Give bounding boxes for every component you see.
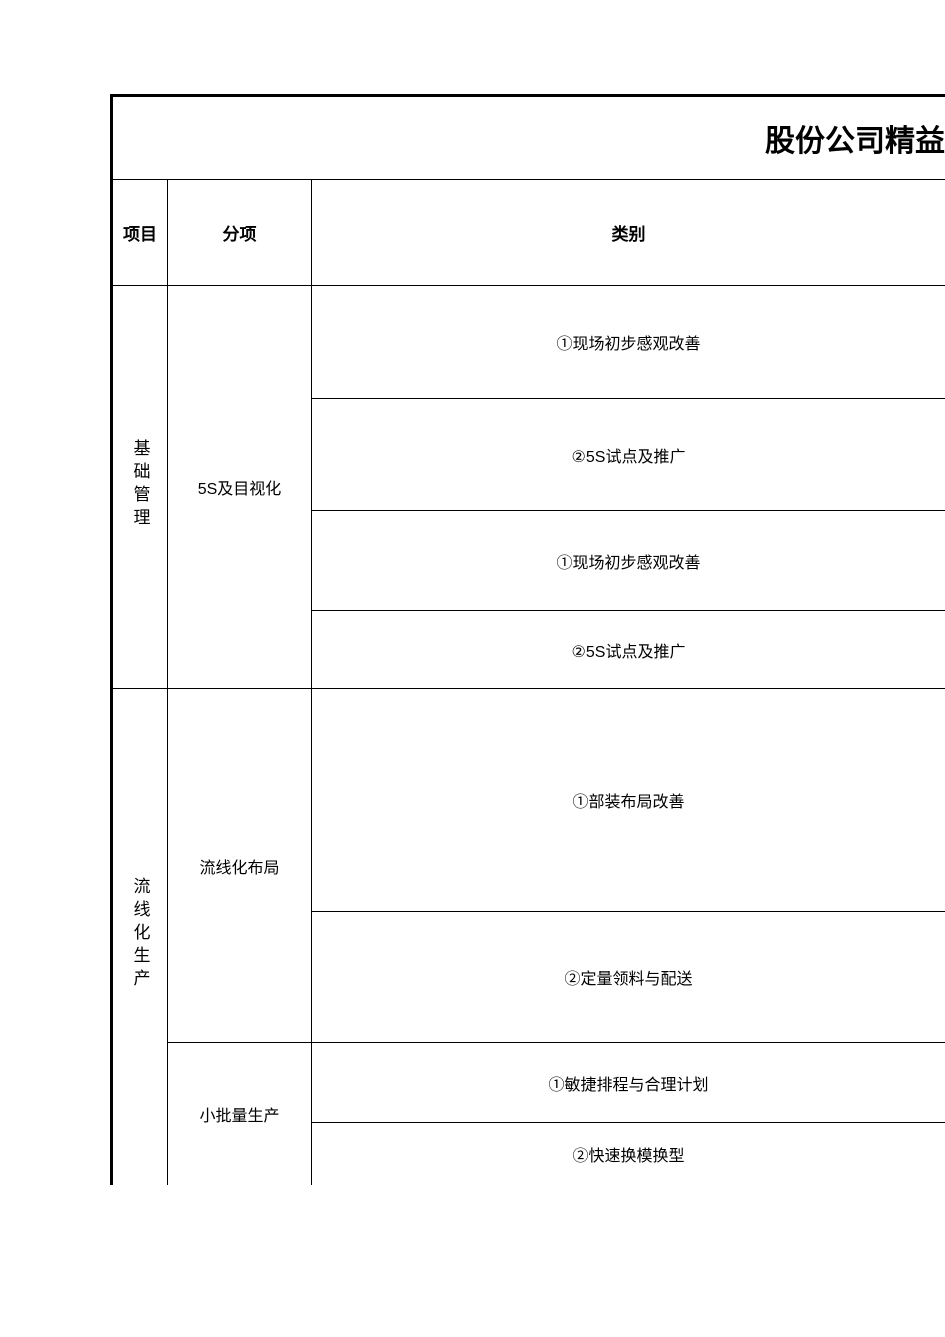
category-label: ②5S试点及推广 — [572, 644, 686, 661]
category-label: ①部装布局改善 — [572, 794, 684, 811]
header-project: 项目 — [112, 180, 168, 286]
cell-subitem: 5S及目视化 — [168, 286, 312, 689]
cell-category: ①现场初步感观改善 — [312, 286, 945, 399]
title-bar: 股份公司精益 — [110, 94, 945, 179]
category-label: ②快速换模换型 — [572, 1148, 684, 1165]
table-row: 小批量生产 ①敏捷排程与合理计划 — [112, 1043, 945, 1123]
document-frame: 股份公司精益 项目 分项 类别 基础管理 5S及目视化 ①现场初步感观改善 — [110, 94, 945, 1224]
cell-category: ②定量领料与配送 — [312, 912, 945, 1043]
cell-category: ②5S试点及推广 — [312, 399, 945, 511]
cell-project: 流线化生产 — [112, 689, 168, 1185]
cell-category: ①敏捷排程与合理计划 — [312, 1043, 945, 1123]
category-label: ①敏捷排程与合理计划 — [548, 1077, 708, 1094]
category-label: ①现场初步感观改善 — [556, 555, 700, 572]
header-category: 类别 — [312, 180, 945, 286]
category-label: ②5S试点及推广 — [572, 449, 686, 466]
project-label: 基础管理 — [128, 439, 153, 531]
lean-plan-table: 项目 分项 类别 基础管理 5S及目视化 ①现场初步感观改善 ②5S试点及推广 … — [110, 179, 945, 1185]
header-subitem: 分项 — [168, 180, 312, 286]
cell-project: 基础管理 — [112, 286, 168, 689]
cell-category: ①部装布局改善 — [312, 689, 945, 912]
cell-subitem: 小批量生产 — [168, 1043, 312, 1185]
table-header-row: 项目 分项 类别 — [112, 180, 945, 286]
table-row: 基础管理 5S及目视化 ①现场初步感观改善 — [112, 286, 945, 399]
category-label: ①现场初步感观改善 — [556, 336, 700, 353]
subitem-label: 小批量生产 — [199, 1108, 279, 1125]
cell-category: ①现场初步感观改善 — [312, 511, 945, 611]
category-label: ②定量领料与配送 — [564, 971, 692, 988]
project-label: 流线化生产 — [128, 877, 153, 992]
subitem-label: 5S及目视化 — [198, 481, 282, 498]
subitem-label: 流线化布局 — [199, 860, 279, 877]
table-row: 流线化生产 流线化布局 ①部装布局改善 — [112, 689, 945, 912]
document-title: 股份公司精益 — [765, 116, 945, 160]
cell-category: ②快速换模换型 — [312, 1123, 945, 1185]
cell-category: ②5S试点及推广 — [312, 611, 945, 689]
cell-subitem: 流线化布局 — [168, 689, 312, 1043]
